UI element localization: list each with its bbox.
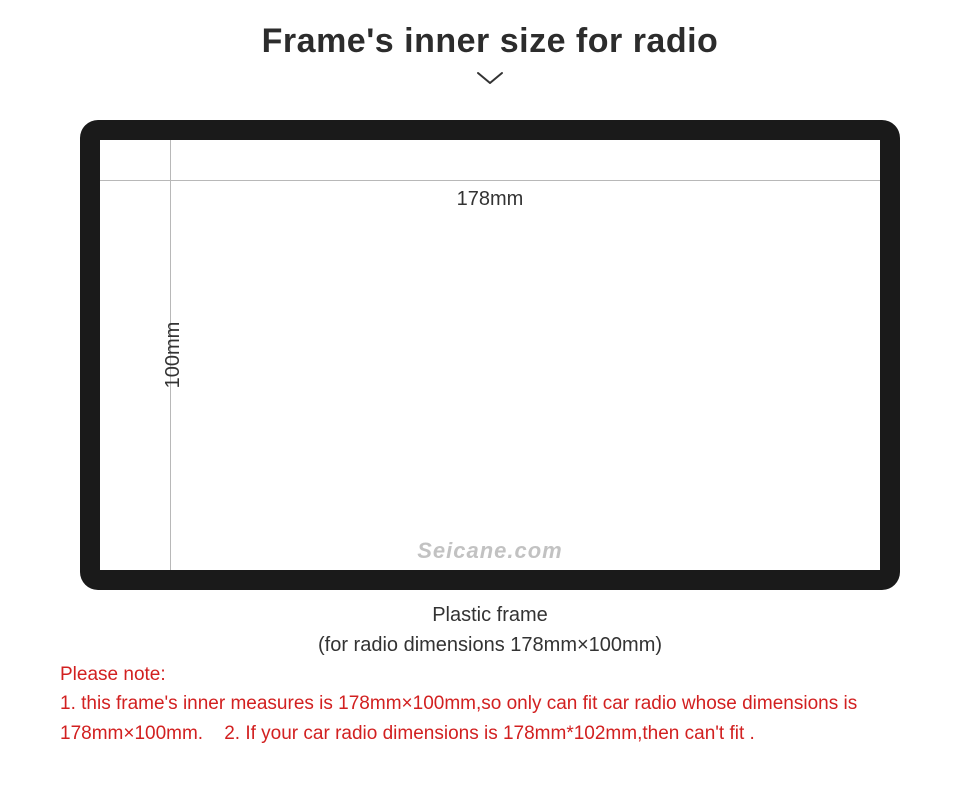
please-note-block: Please note: 1. this frame's inner measu… [60,660,920,748]
guide-line-horizontal [100,180,880,181]
width-dimension-label: 178mm [100,188,880,211]
frame-diagram: 178mm 100mm Seicane.com [80,120,900,590]
caption-line-1: Plastic frame [0,600,980,630]
note-body: 1. this frame's inner measures is 178mm×… [60,689,920,748]
caption-line-2: (for radio dimensions 178mm×100mm) [0,630,980,660]
watermark-text: Seicane.com [100,538,880,564]
page-title: Frame's inner size for radio [0,0,980,61]
height-dimension-label: 100mm [162,322,185,389]
frame-inner-area: 178mm 100mm Seicane.com [100,140,880,570]
chevron-down-icon [0,71,980,85]
frame-caption: Plastic frame (for radio dimensions 178m… [0,600,980,660]
note-heading: Please note: [60,660,920,689]
